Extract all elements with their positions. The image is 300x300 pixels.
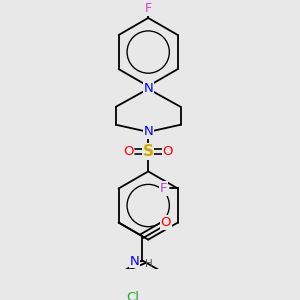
- Text: O: O: [160, 216, 171, 229]
- Text: H: H: [145, 259, 152, 269]
- Text: O: O: [123, 145, 134, 158]
- Text: F: F: [145, 2, 152, 16]
- Text: Cl: Cl: [126, 291, 139, 300]
- Text: S: S: [143, 144, 154, 159]
- Text: N: N: [143, 125, 153, 138]
- Text: F: F: [160, 182, 167, 195]
- Text: N: N: [130, 255, 139, 268]
- Text: N: N: [143, 82, 153, 95]
- Text: O: O: [163, 145, 173, 158]
